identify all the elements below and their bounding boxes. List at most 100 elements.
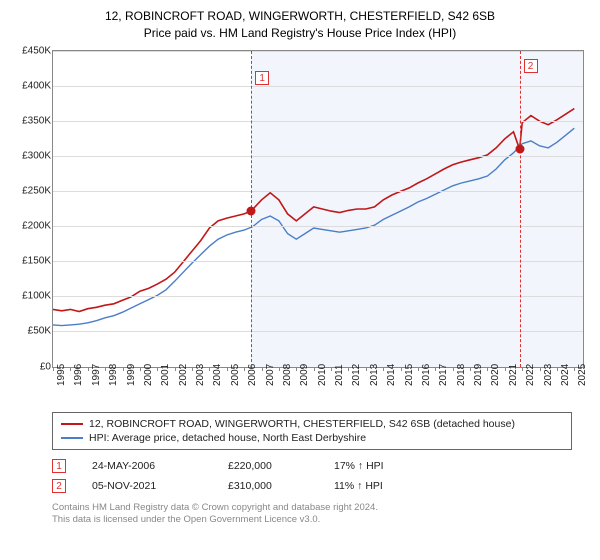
legend-box: 12, ROBINCROFT ROAD, WINGERWORTH, CHESTE… <box>52 412 572 450</box>
x-axis-label: 2000 <box>143 363 154 385</box>
sale-row-pct: 17% ↑ HPI <box>334 460 384 472</box>
x-axis-label: 1995 <box>56 363 67 385</box>
x-tick <box>331 367 332 371</box>
footer-line1: Contains HM Land Registry data © Crown c… <box>52 502 590 514</box>
x-tick <box>53 367 54 371</box>
x-axis-label: 2005 <box>230 363 241 385</box>
sales-table: 124-MAY-2006£220,00017% ↑ HPI 2 05-NOV-202… <box>52 456 590 496</box>
y-axis-label: £250K <box>11 186 51 197</box>
legend-label: HPI: Average price, detached house, Nort… <box>89 432 366 444</box>
x-tick <box>435 367 436 371</box>
x-tick <box>227 367 228 371</box>
x-tick <box>192 367 193 371</box>
x-tick <box>383 367 384 371</box>
y-axis-label: £300K <box>11 150 51 161</box>
series-line-property <box>53 108 574 311</box>
sale-marker-line <box>520 51 521 367</box>
gridline-h <box>53 51 583 52</box>
x-axis-label: 2002 <box>178 363 189 385</box>
x-tick <box>140 367 141 371</box>
legend-row: HPI: Average price, detached house, Nort… <box>61 431 563 445</box>
gridline-h <box>53 191 583 192</box>
y-axis-label: £400K <box>11 80 51 91</box>
x-axis-label: 2016 <box>421 363 432 385</box>
x-tick <box>348 367 349 371</box>
legend-label: 12, ROBINCROFT ROAD, WINGERWORTH, CHESTE… <box>89 418 515 430</box>
legend-swatch <box>61 437 83 439</box>
x-axis-label: 2008 <box>282 363 293 385</box>
x-tick <box>157 367 158 371</box>
x-axis-label: 2014 <box>386 363 397 385</box>
x-tick <box>487 367 488 371</box>
y-axis-label: £0 <box>11 361 51 372</box>
title-subtitle: Price paid vs. HM Land Registry's House … <box>10 25 590 42</box>
chart-area: £0 £50K £100K £150K £200K £250K £300K £350K £400… <box>10 46 590 406</box>
x-tick <box>522 367 523 371</box>
x-tick <box>470 367 471 371</box>
x-axis-label: 2025 <box>577 363 588 385</box>
x-axis-label: 2001 <box>160 363 171 385</box>
x-axis-label: 2018 <box>456 363 467 385</box>
sale-row-date: 05-NOV-2021 <box>92 480 202 492</box>
x-axis-label: 2012 <box>351 363 362 385</box>
gridline-h <box>53 331 583 332</box>
legend-swatch <box>61 423 83 425</box>
x-tick <box>366 367 367 371</box>
sale-row-badge: 2 <box>52 479 66 493</box>
x-tick <box>123 367 124 371</box>
line-layer <box>53 51 583 367</box>
x-tick <box>453 367 454 371</box>
x-tick <box>296 367 297 371</box>
x-axis-label: 2013 <box>369 363 380 385</box>
sale-marker-dot <box>247 206 256 215</box>
legend-row: 12, ROBINCROFT ROAD, WINGERWORTH, CHESTE… <box>61 417 563 431</box>
y-axis-label: £350K <box>11 115 51 126</box>
sale-marker-badge: 2 <box>524 59 538 73</box>
x-tick <box>314 367 315 371</box>
x-axis-label: 2015 <box>404 363 415 385</box>
x-tick <box>70 367 71 371</box>
x-axis-label: 2022 <box>525 363 536 385</box>
x-axis-label: 2006 <box>247 363 258 385</box>
x-tick <box>574 367 575 371</box>
x-axis-label: 2020 <box>490 363 501 385</box>
title-address: 12, ROBINCROFT ROAD, WINGERWORTH, CHESTE… <box>10 8 590 25</box>
x-tick <box>175 367 176 371</box>
x-tick <box>279 367 280 371</box>
x-axis-label: 2007 <box>265 363 276 385</box>
sale-row-pct: 11% ↑ HPI <box>334 480 383 492</box>
y-axis-label: £450K <box>11 45 51 56</box>
x-axis-label: 1996 <box>73 363 84 385</box>
sale-row-date: 24-MAY-2006 <box>92 460 202 472</box>
sale-row: 2 05-NOV-2021 £310,000 11% ↑ HPI <box>52 476 590 496</box>
x-tick <box>88 367 89 371</box>
chart-container: 12, ROBINCROFT ROAD, WINGERWORTH, CHESTE… <box>0 0 600 530</box>
x-tick <box>401 367 402 371</box>
x-tick <box>505 367 506 371</box>
x-axis-label: 2019 <box>473 363 484 385</box>
gridline-h <box>53 156 583 157</box>
sale-row: 124-MAY-2006£220,00017% ↑ HPI <box>52 456 590 476</box>
x-axis-label: 1999 <box>126 363 137 385</box>
x-tick <box>418 367 419 371</box>
y-axis-label: £200K <box>11 221 51 232</box>
gridline-h <box>53 226 583 227</box>
x-axis-label: 2017 <box>438 363 449 385</box>
y-axis-label: £100K <box>11 291 51 302</box>
footer-line2: This data is licensed under the Open Gov… <box>52 514 590 526</box>
y-axis-label: £150K <box>11 256 51 267</box>
sale-marker-badge: 1 <box>255 71 269 85</box>
x-axis-label: 2004 <box>212 363 223 385</box>
footer-attribution: Contains HM Land Registry data © Crown c… <box>52 502 590 527</box>
x-axis-label: 2011 <box>334 364 345 386</box>
x-tick <box>262 367 263 371</box>
gridline-h <box>53 261 583 262</box>
y-axis-label: £50K <box>11 326 51 337</box>
x-axis-label: 2009 <box>299 363 310 385</box>
x-axis-label: 2010 <box>317 363 328 385</box>
x-axis-label: 2023 <box>543 363 554 385</box>
sale-row-price: £310,000 <box>228 480 308 492</box>
x-axis-label: 2024 <box>560 363 571 385</box>
chart-title: 12, ROBINCROFT ROAD, WINGERWORTH, CHESTE… <box>10 8 590 42</box>
x-tick <box>105 367 106 371</box>
